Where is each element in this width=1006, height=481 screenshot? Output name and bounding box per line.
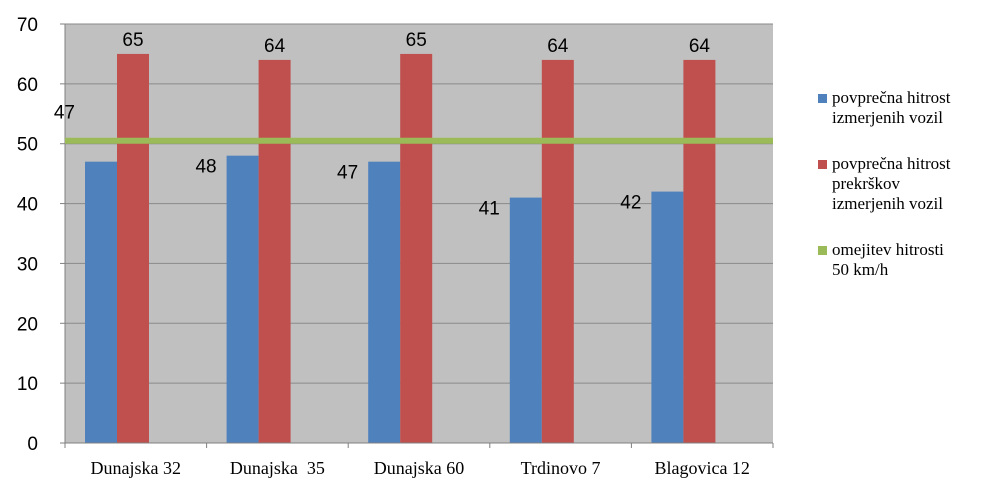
- x-category-label: Dunajska 60: [374, 458, 464, 478]
- bar-avg-violation-speed: [117, 53, 149, 444]
- legend-swatch-green: [818, 246, 827, 255]
- bar-avg-speed: [85, 161, 117, 443]
- legend-label-line: povprečna hitrost: [832, 154, 951, 173]
- data-label-violation: 65: [406, 30, 427, 51]
- bar-avg-speed: [509, 197, 542, 443]
- legend-label-line: prekrškov: [832, 174, 900, 193]
- bar-avg-speed: [651, 191, 684, 443]
- data-label-violation: 64: [547, 36, 569, 57]
- x-category-label: Trdinovo 7: [521, 458, 601, 478]
- y-tick-label: 70: [17, 15, 38, 36]
- data-label-violation: 64: [689, 36, 711, 57]
- legend-label-line: izmerjenih vozil: [832, 108, 943, 127]
- bar-avg-violation-speed: [541, 59, 574, 444]
- bar-avg-violation-speed: [400, 53, 433, 444]
- legend-label-line: omejitev hitrosti: [832, 240, 944, 259]
- y-tick-label: 20: [17, 314, 38, 335]
- y-tick-label: 30: [17, 254, 38, 275]
- y-tick-label: 10: [17, 374, 38, 395]
- data-label-avg: 42: [620, 193, 641, 214]
- legend-label-line: 50 km/h: [832, 260, 889, 279]
- bar-avg-violation-speed: [683, 59, 716, 444]
- legend-item-avg-speed: povprečna hitrost izmerjenih vozil: [818, 88, 1004, 128]
- legend: povprečna hitrost izmerjenih vozil povpr…: [818, 88, 1004, 280]
- bar-avg-speed: [226, 155, 259, 443]
- data-label-avg: 47: [54, 103, 75, 124]
- bars: [85, 53, 716, 444]
- x-axis: Dunajska 32 Dunajska 35 Dunajska 60 Trdinov…: [64, 442, 774, 478]
- data-label-avg: 47: [337, 163, 358, 184]
- x-category-label: Dunajska 32: [91, 458, 181, 478]
- data-label-avg: 41: [479, 199, 500, 220]
- legend-item-avg-violation-speed: povprečna hitrost prekrškov izmerjenih v…: [818, 154, 1004, 214]
- legend-label-line: izmerjenih vozil: [832, 194, 943, 213]
- legend-item-speed-limit: omejitev hitrosti 50 km/h: [818, 240, 1004, 280]
- legend-label-line: povprečna hitrost: [832, 88, 951, 107]
- data-label-violation: 65: [122, 30, 143, 51]
- data-labels: 65 64 65 64 64 47 48 47 41 42: [54, 30, 711, 220]
- legend-swatch-red: [818, 160, 827, 169]
- legend-swatch-blue: [818, 94, 827, 103]
- y-tick-label: 50: [17, 135, 38, 156]
- data-label-violation: 64: [264, 36, 286, 57]
- y-axis: 0 10 20 30 40 50 60 70: [17, 15, 66, 455]
- y-tick-label: 40: [17, 195, 38, 216]
- bar-avg-violation-speed: [258, 59, 291, 444]
- x-category-label: Dunajska 35: [230, 458, 325, 478]
- x-category-label: Blagovica 12: [654, 458, 749, 478]
- y-tick-label: 60: [17, 75, 38, 96]
- bar-avg-speed: [368, 161, 401, 443]
- y-tick-label: 0: [27, 434, 38, 455]
- data-label-avg: 48: [195, 157, 216, 178]
